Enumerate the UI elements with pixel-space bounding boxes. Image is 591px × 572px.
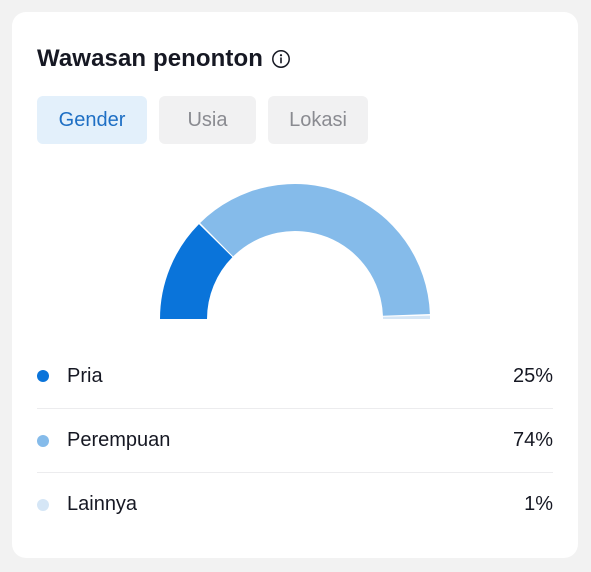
tab-usia[interactable]: Usia bbox=[159, 96, 256, 144]
gender-legend: Pria 25% Perempuan 74% Lainnya 1% bbox=[37, 344, 553, 536]
legend-dot-lainnya bbox=[37, 498, 49, 511]
legend-row-perempuan: Perempuan 74% bbox=[37, 408, 553, 472]
card-title: Wawasan penonton bbox=[37, 45, 264, 72]
audience-insights-card: Wawasan penonton Gender Usia Lokasi Pria… bbox=[12, 12, 578, 558]
legend-dot-pria bbox=[37, 370, 49, 382]
info-circle-icon[interactable] bbox=[271, 49, 291, 69]
legend-label-lainnya: Lainnya bbox=[67, 493, 138, 515]
gauge-segment-pria bbox=[160, 224, 233, 319]
legend-row-lainnya: Lainnya 1% bbox=[37, 472, 553, 536]
gauge-segment-lainnya bbox=[382, 315, 430, 319]
legend-label-pria: Pria bbox=[67, 364, 103, 387]
card-header: Wawasan penonton bbox=[37, 42, 291, 76]
gauge-segment-perempuan bbox=[200, 184, 430, 316]
legend-value-lainnya: 1% bbox=[524, 493, 553, 515]
tab-lokasi[interactable]: Lokasi bbox=[268, 96, 368, 144]
gender-gauge-chart bbox=[160, 184, 430, 319]
legend-row-pria: Pria 25% bbox=[37, 344, 553, 408]
legend-value-perempuan: 74% bbox=[512, 429, 553, 451]
tab-gender[interactable]: Gender bbox=[37, 96, 147, 144]
insight-tabs: Gender Usia Lokasi bbox=[37, 96, 368, 144]
legend-value-pria: 25% bbox=[512, 364, 553, 387]
legend-dot-perempuan bbox=[37, 434, 49, 447]
legend-label-perempuan: Perempuan bbox=[67, 429, 171, 451]
